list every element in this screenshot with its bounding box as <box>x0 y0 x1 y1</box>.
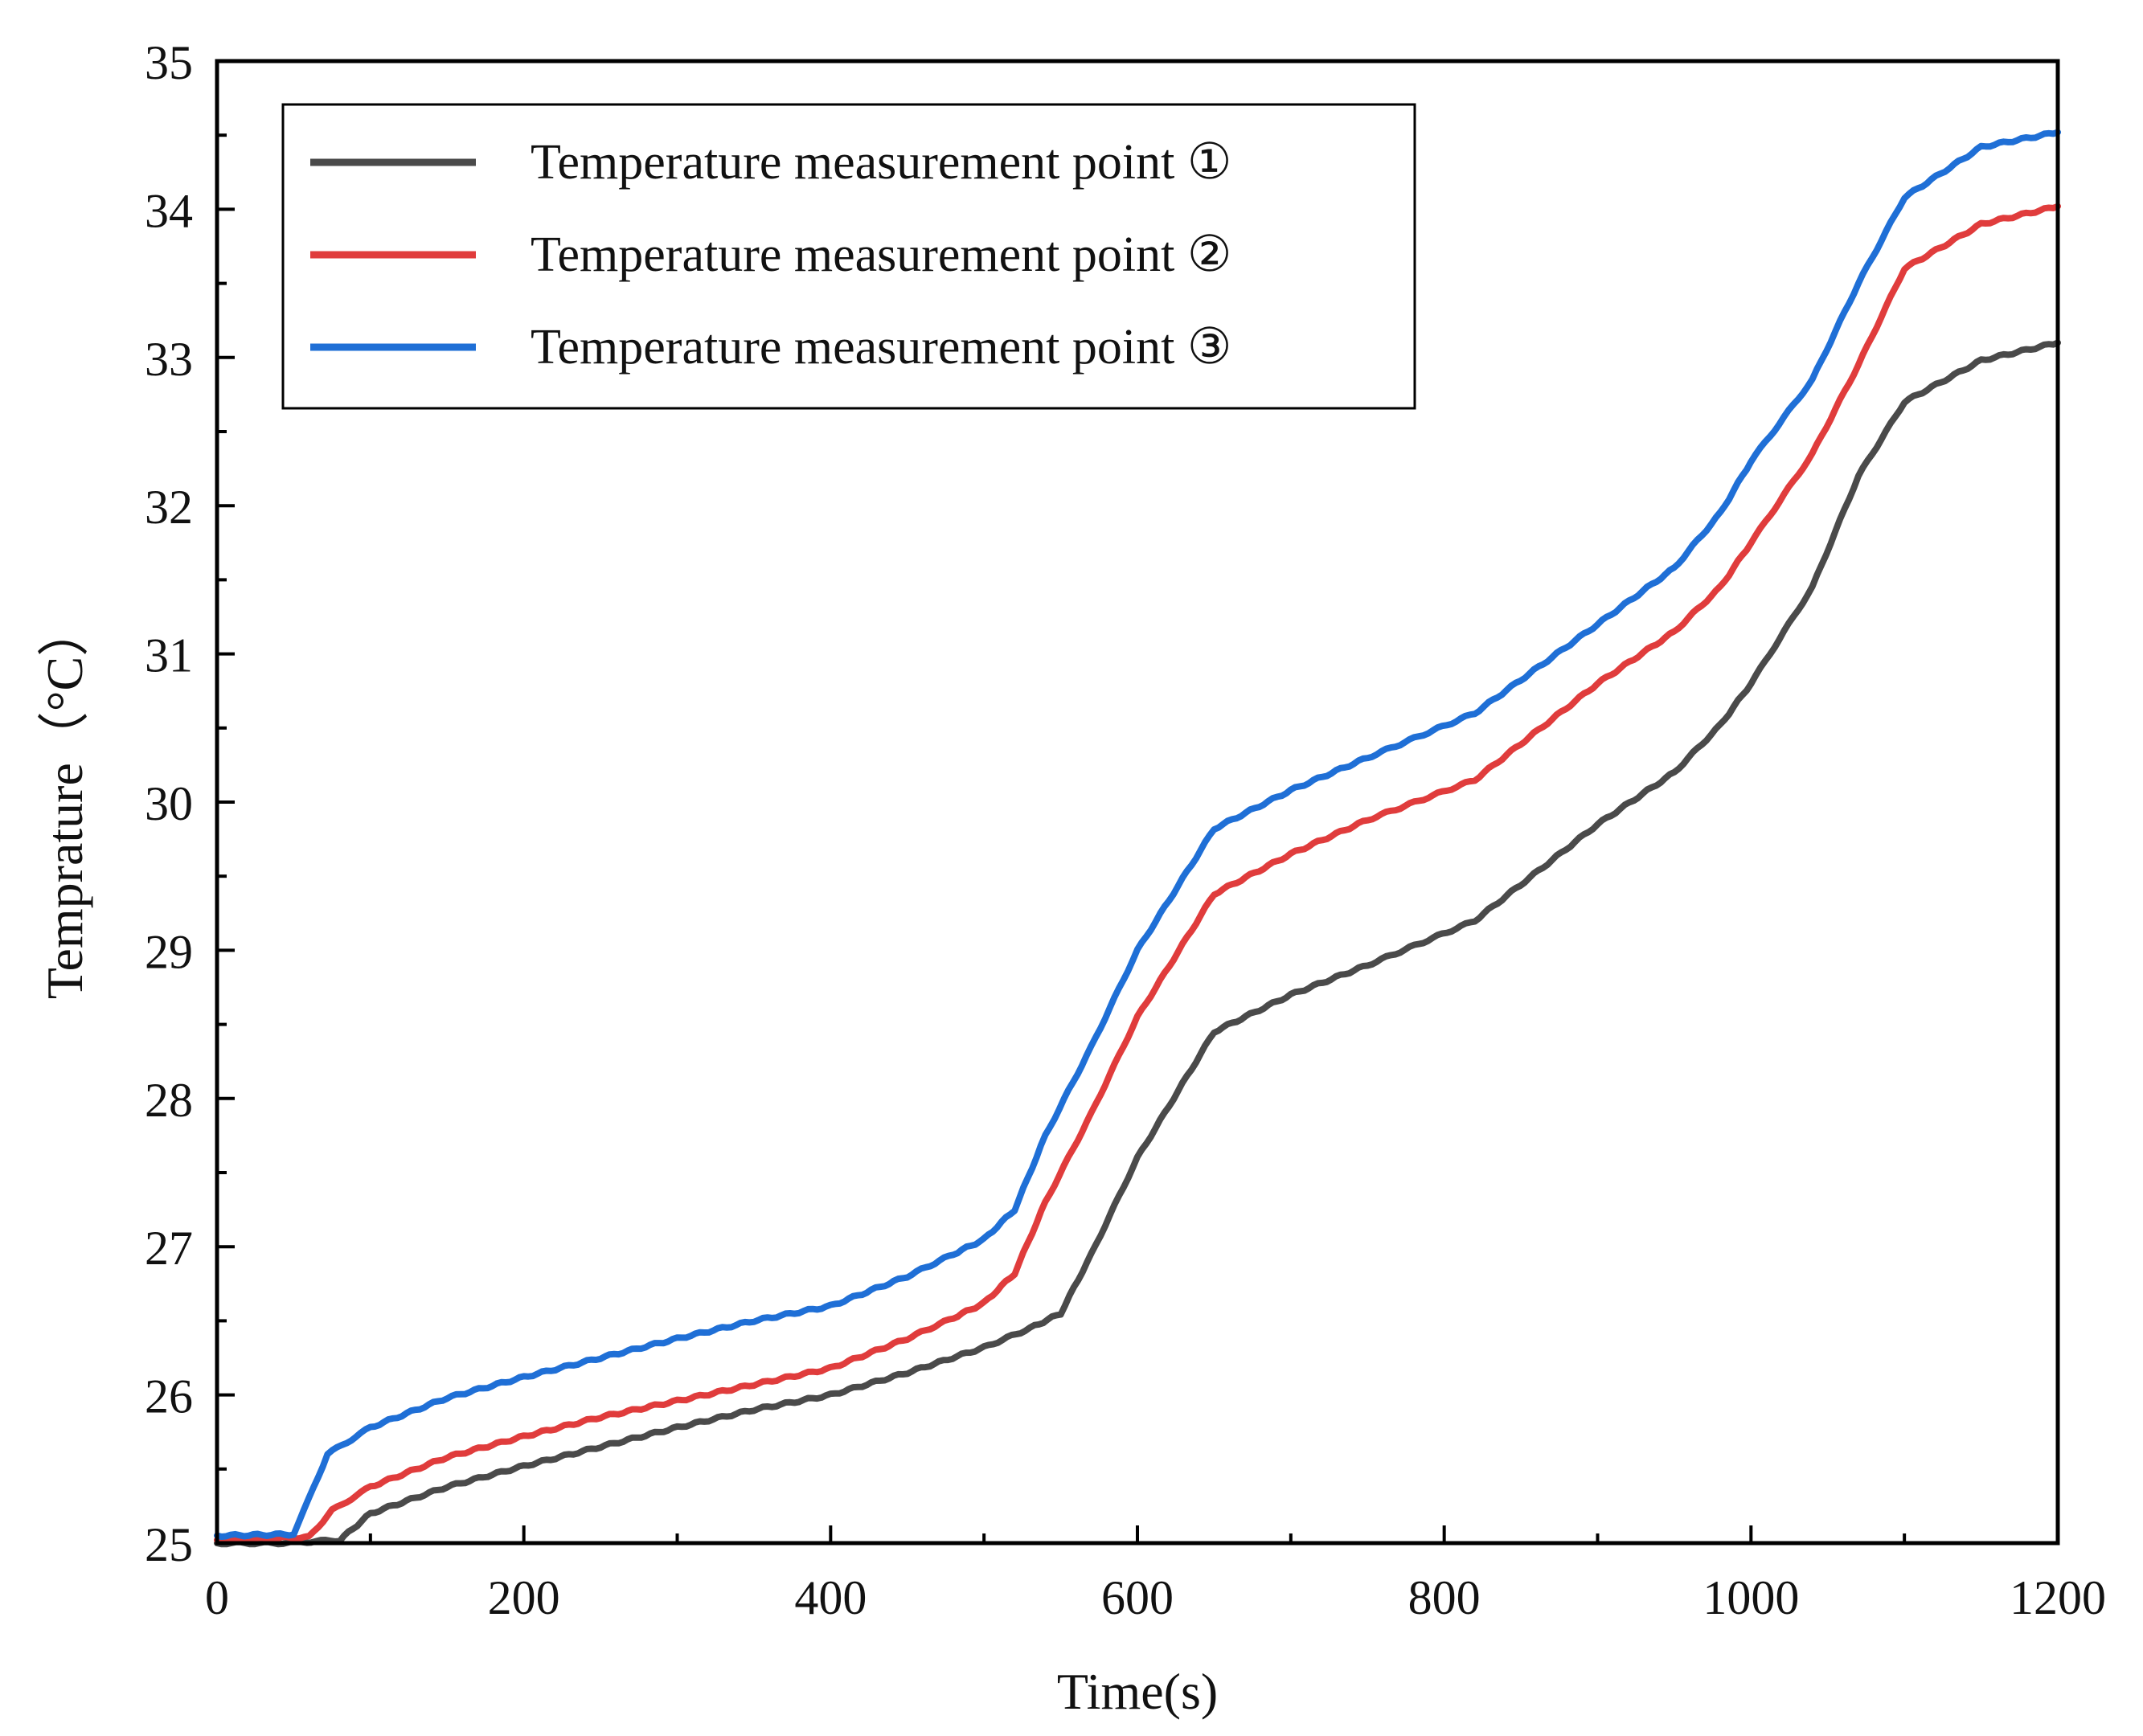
x-tick-label: 800 <box>1408 1571 1481 1624</box>
y-tick-label: 34 <box>145 184 193 237</box>
x-tick-label: 1000 <box>1703 1571 1799 1624</box>
legend-label-2: Temperature measurement point ② <box>531 227 1231 282</box>
y-tick-label: 31 <box>145 629 193 682</box>
series-layer <box>214 129 2061 1548</box>
y-tick-label: 32 <box>145 481 193 534</box>
plot-frame <box>215 59 2060 1546</box>
legend: Temperature measurement point ① Temperatu… <box>281 103 1416 410</box>
y-tick-label: 26 <box>145 1370 193 1423</box>
ticks-layer: 0 200 400 600 800 1000 1200 25 26 27 28 29 30 31 32 33 3… <box>145 36 2106 1624</box>
legend-label-1: Temperature measurement point ① <box>531 135 1231 190</box>
x-tick-label: 600 <box>1101 1571 1174 1624</box>
x-tick-label: 1200 <box>2010 1571 2106 1624</box>
y-tick-label: 30 <box>145 777 193 830</box>
y-tick-label: 27 <box>145 1222 193 1275</box>
legend-items: Temperature measurement point ① Temperatu… <box>310 135 1231 375</box>
y-tick-label: 25 <box>145 1518 193 1571</box>
series-line-1 <box>214 339 2061 1548</box>
y-axis-title: Temprature（°C） <box>36 605 93 999</box>
series-line-3 <box>214 129 2061 1540</box>
x-axis-title: Time(s) <box>1057 1663 1218 1720</box>
legend-label-3: Temperature measurement point ③ <box>531 320 1231 375</box>
y-tick-label: 29 <box>145 925 193 978</box>
x-tick-label: 0 <box>205 1571 229 1624</box>
x-tick-label: 200 <box>488 1571 560 1624</box>
y-tick-label: 28 <box>145 1074 193 1127</box>
x-tick-label: 400 <box>794 1571 867 1624</box>
series-line-2 <box>214 203 2061 1545</box>
y-tick-label: 33 <box>145 333 193 386</box>
y-tick-label: 35 <box>145 36 193 89</box>
